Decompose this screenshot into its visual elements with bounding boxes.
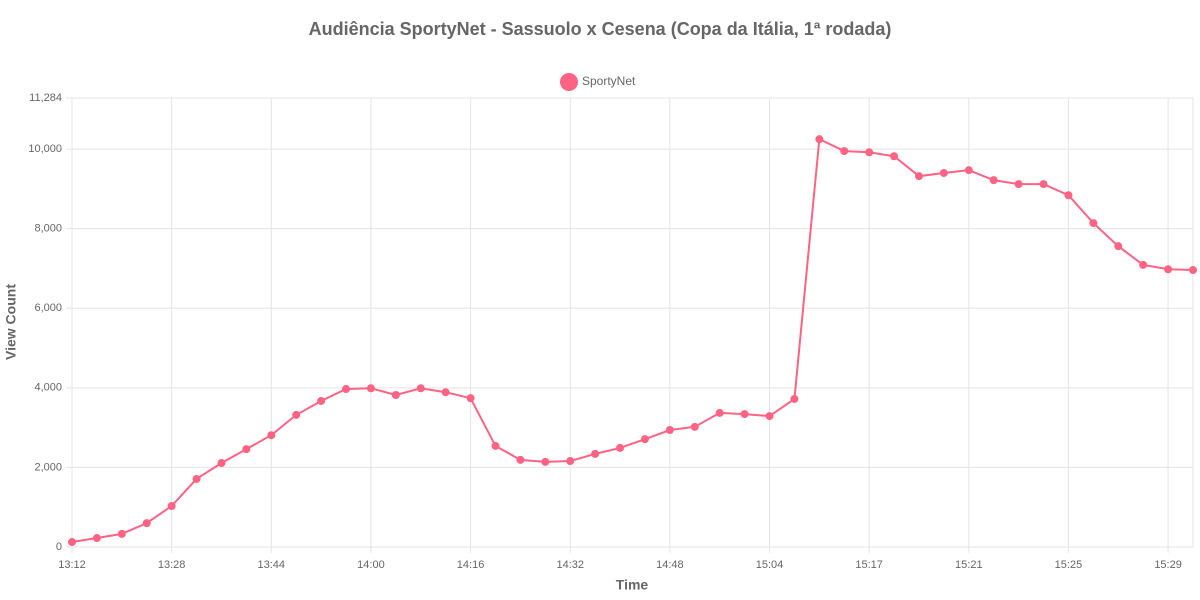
point (665, 426, 674, 435)
point (865, 148, 874, 157)
x-axis-title: Time (616, 577, 649, 593)
y-tick-label: 0 (56, 541, 62, 553)
point (92, 534, 101, 543)
point (267, 431, 276, 440)
x-tick-label: 14:16 (457, 559, 485, 571)
point (516, 455, 525, 464)
point (989, 176, 998, 185)
point (68, 538, 76, 547)
point (1114, 242, 1123, 251)
x-tick-label: 13:28 (158, 559, 186, 571)
point (740, 410, 749, 419)
legend-label: SportyNet (582, 74, 636, 88)
point (466, 394, 475, 403)
y-tick-label: 6,000 (34, 302, 62, 314)
point (217, 459, 226, 468)
y-tick-label: 11,284 (29, 92, 62, 104)
x-tick-label: 15:17 (855, 559, 883, 571)
x-tick-label: 15:25 (1055, 559, 1083, 571)
point (541, 457, 550, 466)
point (142, 519, 151, 528)
x-tick-label: 14:32 (556, 559, 584, 571)
point (491, 441, 500, 450)
x-tick-label: 15:21 (955, 559, 983, 571)
x-tick-label: 14:48 (656, 559, 684, 571)
point (1189, 266, 1197, 275)
y-tick-label: 2,000 (34, 461, 62, 473)
point (914, 172, 923, 181)
point (1089, 219, 1098, 228)
x-tick-label: 14:00 (357, 559, 385, 571)
legend-marker (560, 73, 578, 91)
point (715, 408, 724, 417)
y-axis-title: View Count (3, 284, 19, 360)
point (366, 384, 375, 393)
chart-title: Audiência SportyNet - Sassuolo x Cesena … (309, 19, 892, 39)
point (690, 422, 699, 431)
point (840, 147, 849, 156)
point (1039, 180, 1048, 189)
point (890, 152, 899, 161)
point (117, 529, 126, 538)
point (790, 394, 799, 403)
point (1164, 265, 1173, 274)
point (342, 385, 351, 394)
point (317, 396, 326, 405)
point (964, 166, 973, 175)
point (815, 135, 824, 144)
point (167, 502, 176, 511)
point (416, 384, 425, 393)
point (640, 435, 649, 444)
point (765, 412, 774, 421)
y-tick-label: 4,000 (34, 382, 62, 394)
x-tick-label: 13:44 (258, 559, 286, 571)
point (441, 388, 450, 397)
point (566, 457, 575, 466)
point (616, 443, 625, 452)
point (292, 410, 301, 419)
y-tick-label: 10,000 (28, 143, 62, 155)
point (1139, 260, 1148, 269)
point (939, 168, 948, 177)
x-tick-label: 15:29 (1154, 559, 1182, 571)
point (242, 445, 251, 454)
x-tick-label: 13:12 (58, 559, 86, 571)
x-tick-label: 15:04 (756, 559, 784, 571)
point (1064, 191, 1073, 200)
y-tick-label: 8,000 (34, 223, 62, 235)
point (192, 474, 201, 483)
point (591, 449, 600, 458)
point (391, 390, 400, 399)
line (71, 137, 1194, 544)
point (1014, 180, 1023, 189)
